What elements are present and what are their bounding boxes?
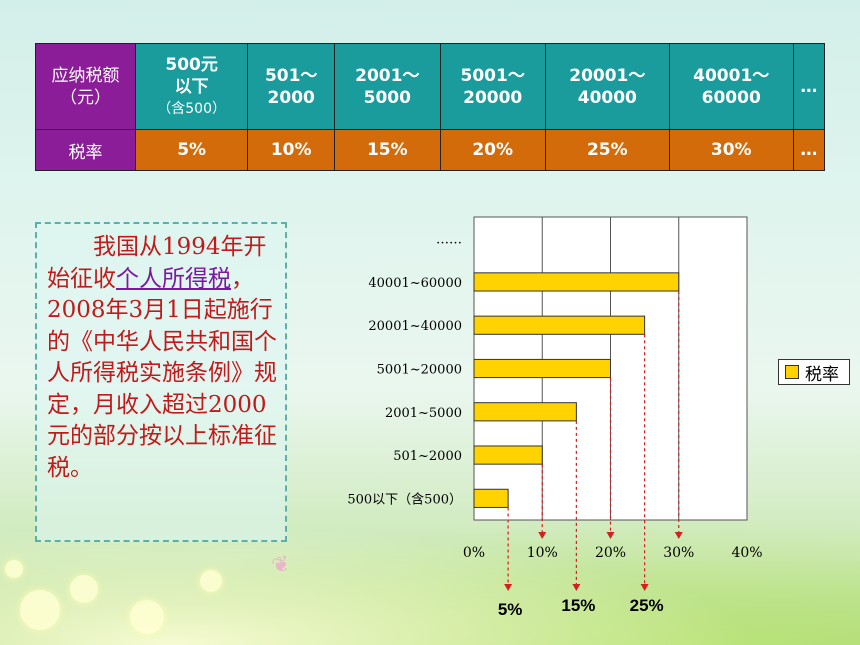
- arrow-head: [572, 584, 581, 591]
- bracket-range-line1: 500元: [165, 54, 218, 75]
- bracket-range-line1: 5001～: [460, 65, 525, 86]
- bar: [473, 402, 577, 422]
- annotation-label: 25%: [630, 596, 664, 615]
- tax-rate-table: 应纳税额 （元） 500元 以下 （含500） 501～ 2000 2001～ 5000 50…: [35, 43, 826, 171]
- annotation-label: 5%: [498, 600, 523, 619]
- table-row-brackets: 应纳税额 （元） 500元 以下 （含500） 501～ 2000 2001～ 5000 50…: [35, 43, 826, 130]
- rate-cell: 10%: [247, 129, 336, 171]
- annotation-label: 15%: [561, 596, 595, 615]
- bar: [473, 358, 611, 379]
- bracket-cell: 20001～ 40000: [544, 43, 670, 130]
- arrow-head: [538, 532, 547, 539]
- income-tax-link[interactable]: 个人所得税: [116, 265, 231, 292]
- bracket-range-line2: 以下: [174, 76, 209, 97]
- bracket-cell: 501～ 2000: [247, 43, 336, 130]
- arrow-head: [504, 584, 513, 591]
- y-category-label: 40001~60000: [368, 276, 462, 291]
- flower-decoration: [70, 575, 98, 603]
- y-category-label: 2001~5000: [385, 406, 462, 421]
- arrow-head: [640, 584, 649, 591]
- y-category-label: 20001~40000: [368, 319, 462, 334]
- flower-decoration: [5, 560, 23, 578]
- bar: [473, 445, 543, 465]
- bracket-range-line1: 20001～: [569, 65, 646, 86]
- note-text-part1: 我国从1994年开始征收: [47, 234, 267, 292]
- bracket-range-line2: 40000: [577, 87, 637, 108]
- bracket-range-line1: 2001～: [355, 65, 420, 86]
- header-cell-rate: 税率: [35, 129, 136, 171]
- bracket-range-line1: …: [800, 76, 818, 97]
- bracket-range-line1: 40001～: [693, 65, 770, 86]
- x-tick-label: 40%: [731, 545, 762, 561]
- legend-label: 税率: [805, 364, 839, 385]
- arrow-head: [606, 532, 615, 539]
- bracket-cell: 5001～ 20000: [439, 43, 546, 130]
- bracket-cell: 40001～ 60000: [668, 43, 794, 130]
- bar: [473, 272, 680, 292]
- header-cell-amount: 应纳税额 （元）: [35, 43, 136, 130]
- bracket-cell: 500元 以下 （含500）: [134, 43, 249, 130]
- chart-legend: 税率: [778, 359, 850, 385]
- legend-swatch: [785, 365, 799, 379]
- bracket-range-note: （含500）: [157, 100, 226, 117]
- bracket-range-line2: 2000: [267, 87, 315, 108]
- rate-cell: 20%: [439, 129, 546, 171]
- rate-cell: 25%: [544, 129, 670, 171]
- y-category-label-more: ……: [436, 233, 462, 248]
- x-tick-label: 30%: [663, 545, 694, 561]
- x-tick-label: 10%: [527, 545, 558, 561]
- flower-decoration: [130, 600, 164, 634]
- bracket-range-line2: 20000: [463, 87, 523, 108]
- header-amount-line2: （元）: [60, 87, 111, 108]
- arrow-head: [674, 532, 683, 539]
- bar: [473, 315, 646, 335]
- bar: [473, 488, 509, 508]
- bracket-range-line2: 60000: [701, 87, 761, 108]
- bracket-range-line2: 5000: [363, 87, 411, 108]
- y-category-label: 501~2000: [393, 449, 462, 464]
- table-row-rates: 税率 5% 10% 15% 20% 25% 30%…: [35, 129, 826, 171]
- y-category-label: 5001~20000: [377, 363, 462, 378]
- note-text-part2: ，2008年3月1日起施行的《中华人民共和国个人所得税实施条例》规定，月收入超过…: [47, 265, 277, 481]
- rate-cell: 5%: [134, 129, 249, 171]
- flower-decoration: [200, 570, 222, 592]
- note-box: 我国从1994年开始征收个人所得税，2008年3月1日起施行的《中华人民共和国个…: [35, 222, 287, 542]
- header-amount-line1: 应纳税额: [51, 65, 120, 86]
- rate-cell: 30%: [668, 129, 794, 171]
- y-category-label: 500以下（含500）: [347, 491, 462, 507]
- x-tick-label: 20%: [595, 545, 626, 561]
- x-tick-label: 0%: [463, 545, 485, 561]
- rate-cell: …: [792, 129, 826, 171]
- flower-decoration: [20, 590, 60, 630]
- bracket-cell: …: [792, 43, 826, 130]
- bracket-range-line1: 501～: [264, 65, 318, 86]
- rate-cell: 15%: [334, 129, 441, 171]
- bracket-cell: 2001～ 5000: [334, 43, 441, 130]
